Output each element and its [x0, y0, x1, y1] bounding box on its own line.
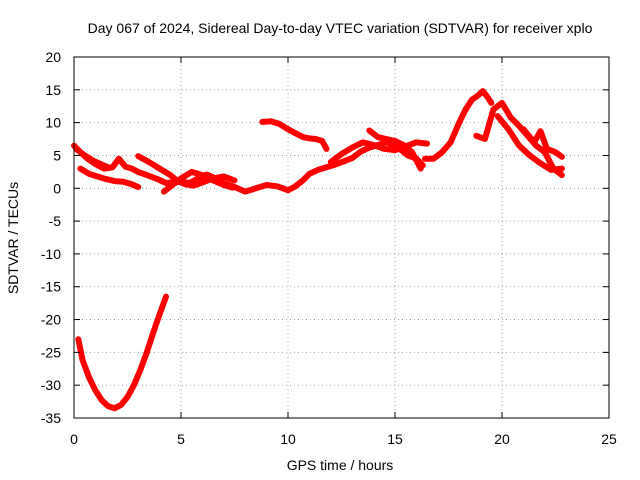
chart-title: Day 067 of 2024, Sidereal Day-to-day VTE…: [88, 20, 593, 36]
series-line: [422, 88, 495, 162]
y-tick-label: 15: [45, 82, 61, 98]
y-tick-label: -35: [41, 410, 61, 426]
series-line: [71, 139, 426, 195]
series-line: [75, 293, 169, 412]
series-line: [520, 126, 565, 160]
series-line: [327, 139, 431, 165]
x-tick-labels: 0 5 10 15 20 25: [70, 431, 617, 447]
axis-ticks: [73, 56, 610, 419]
y-tick-label: -10: [41, 246, 61, 262]
x-axis-label: GPS time / hours: [287, 457, 394, 473]
series-line: [366, 127, 424, 172]
series-line: [160, 168, 236, 195]
x-tick-label: 15: [387, 431, 403, 447]
plot-frame: [73, 56, 610, 419]
series-line: [494, 113, 565, 173]
data-series: [71, 88, 565, 412]
y-tick-label: 10: [45, 115, 61, 131]
series-line: [135, 153, 238, 189]
y-tick-label: 20: [45, 49, 61, 65]
y-tick-labels: 20 15 10 5 0 -5 -10 -15 -20 -25 -30 -35: [41, 49, 61, 426]
y-tick-label: -5: [49, 213, 62, 229]
y-tick-label: -20: [41, 312, 61, 328]
grid-lines: [74, 57, 609, 418]
series-line: [473, 99, 565, 179]
x-tick-label: 10: [280, 431, 296, 447]
y-tick-label: 5: [53, 147, 61, 163]
x-tick-label: 25: [601, 431, 617, 447]
y-tick-label: -15: [41, 279, 61, 295]
series-line: [73, 145, 112, 171]
x-tick-label: 20: [494, 431, 510, 447]
y-tick-label: 0: [53, 180, 61, 196]
series-line: [259, 118, 330, 152]
y-tick-label: -25: [41, 344, 61, 360]
y-tick-label: -30: [41, 377, 61, 393]
x-tick-label: 0: [70, 431, 78, 447]
series-line: [77, 165, 142, 190]
x-tick-label: 5: [177, 431, 185, 447]
y-axis-label: SDTVAR / TECUs: [5, 182, 21, 294]
